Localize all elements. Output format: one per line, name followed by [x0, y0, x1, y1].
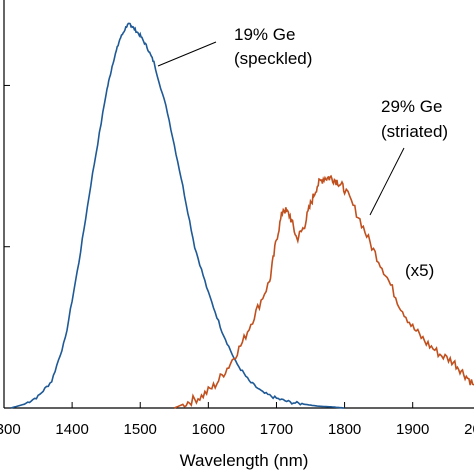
series-line-1 — [10, 22, 345, 409]
annotation-text: 19% Ge — [234, 25, 295, 44]
annotation-leader-line — [369, 147, 405, 216]
y-axis-ticks — [4, 84, 10, 409]
annotation-1: 19% Ge (speckled) — [157, 25, 312, 68]
x-axis-ticks: 1300 1400 1500 1600 1700 1800 1900 2000 — [0, 402, 474, 438]
x-tick-label: 1700 — [260, 421, 293, 438]
annotation-layer: 19% Ge (speckled) 29% Ge (striated) (x5) — [157, 25, 448, 280]
annotation-2: 29% Ge (striated) — [369, 97, 448, 216]
annotation-text: (speckled) — [234, 49, 312, 68]
x-tick-label: 2000 — [464, 421, 474, 438]
series-layer — [10, 22, 474, 409]
x-tick-label: 1600 — [192, 421, 225, 438]
plot-frame — [3, 0, 474, 409]
annotation-leader-line — [157, 41, 217, 67]
x-tick-label: 1800 — [328, 421, 361, 438]
x-axis-title: Wavelength (nm) — [180, 451, 309, 470]
x-tick-label: 1400 — [55, 421, 88, 438]
x-tick-label: 1900 — [396, 421, 429, 438]
x-tick-label: 1300 — [0, 421, 21, 438]
annotation-text: (x5) — [405, 261, 434, 280]
annotation-text: 29% Ge — [381, 97, 442, 116]
x-tick-label: 1500 — [124, 421, 157, 438]
annotation-3: (x5) — [405, 261, 434, 280]
annotation-text: (striated) — [381, 122, 448, 141]
series-line-2 — [173, 174, 474, 409]
